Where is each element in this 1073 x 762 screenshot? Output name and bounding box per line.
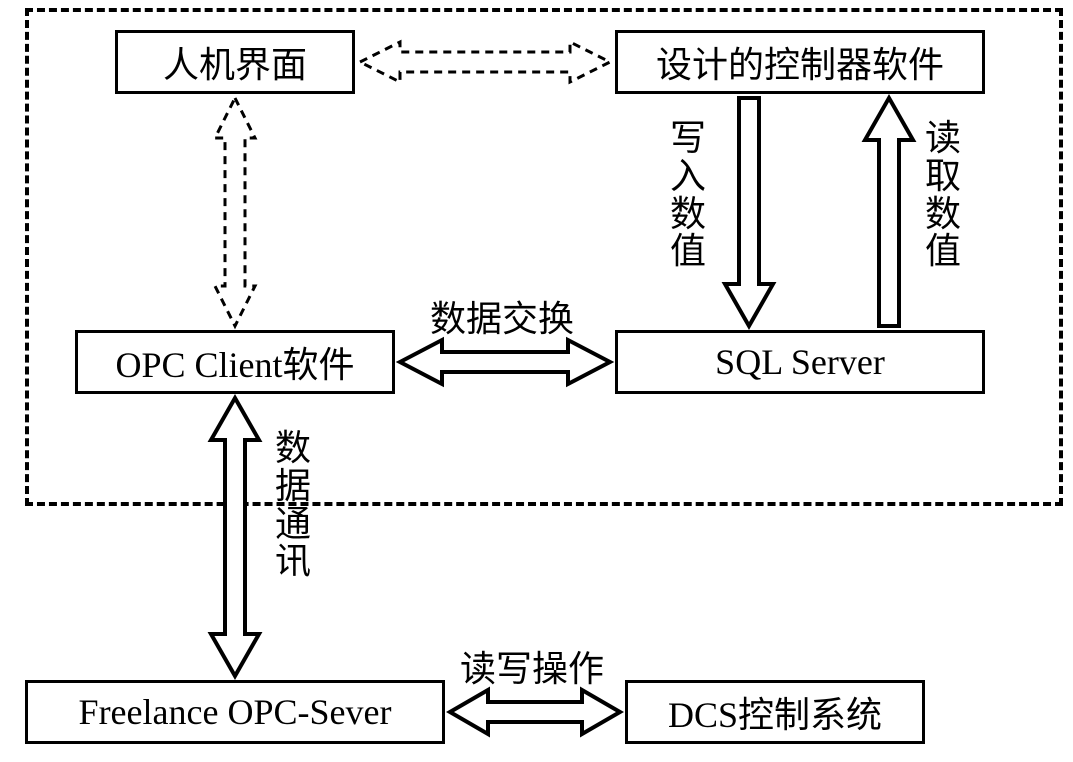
label-comm-c4: 讯 — [275, 543, 311, 581]
label-read: 读 取 数 值 — [925, 120, 961, 271]
label-write-c1: 写 — [670, 120, 706, 158]
label-read-c3: 数 — [925, 196, 961, 234]
label-read-c2: 取 — [925, 158, 961, 196]
node-opc-server: Freelance OPC-Sever — [25, 680, 445, 744]
arrow-hmi-opcclient — [211, 98, 259, 326]
label-write-c3: 数 — [670, 196, 706, 234]
label-data-comm: 数 据 通 讯 — [275, 430, 311, 581]
arrow-server-dcs — [450, 686, 620, 738]
arrow-write — [723, 98, 775, 326]
arrow-read — [863, 98, 915, 326]
arrow-opcclient-server — [209, 398, 261, 676]
node-dcs: DCS控制系统 — [625, 680, 925, 744]
label-comm-c1: 数 — [275, 430, 311, 468]
label-read-c1: 读 — [925, 120, 961, 158]
node-sql-server: SQL Server — [615, 330, 985, 394]
label-write: 写 入 数 值 — [670, 120, 706, 271]
node-opc-client: OPC Client软件 — [75, 330, 395, 394]
arrow-opcclient-sql — [400, 336, 610, 388]
label-write-c2: 入 — [670, 158, 706, 196]
label-comm-c3: 通 — [275, 506, 311, 544]
label-data-exchange: 数据交换 — [430, 290, 574, 342]
node-hmi: 人机界面 — [115, 30, 355, 94]
diagram-canvas: 人机界面 设计的控制器软件 OPC Client软件 SQL Server Fr… — [0, 0, 1073, 762]
node-controller: 设计的控制器软件 — [615, 30, 985, 94]
label-read-c4: 值 — [925, 233, 961, 271]
arrow-hmi-controller — [360, 38, 610, 86]
label-readwrite: 读写操作 — [460, 640, 604, 692]
label-write-c4: 值 — [670, 233, 706, 271]
label-comm-c2: 据 — [275, 468, 311, 506]
